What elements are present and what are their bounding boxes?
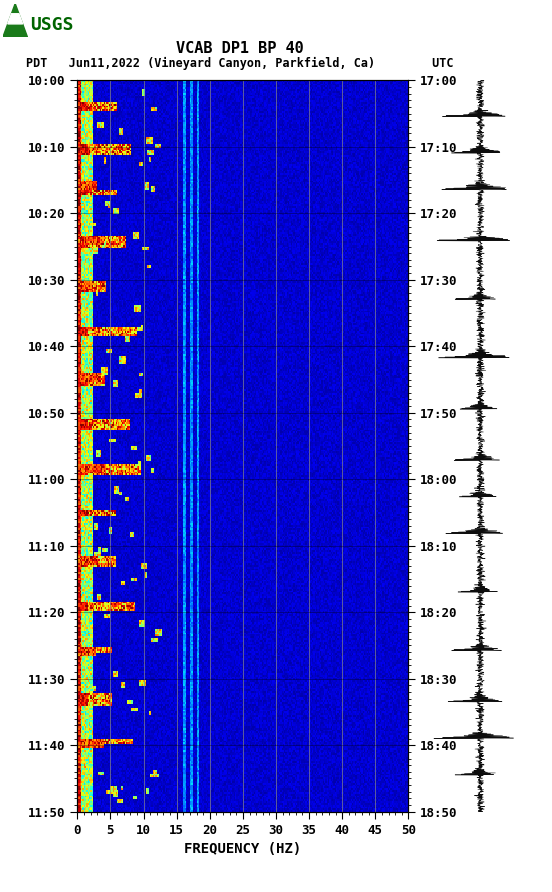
Polygon shape	[8, 13, 23, 24]
Text: PDT   Jun11,2022 (Vineyard Canyon, Parkfield, Ca)        UTC: PDT Jun11,2022 (Vineyard Canyon, Parkfie…	[26, 57, 454, 70]
Text: USGS: USGS	[30, 16, 74, 34]
Text: VCAB DP1 BP 40: VCAB DP1 BP 40	[176, 41, 304, 55]
X-axis label: FREQUENCY (HZ): FREQUENCY (HZ)	[184, 842, 301, 856]
Polygon shape	[3, 4, 28, 37]
